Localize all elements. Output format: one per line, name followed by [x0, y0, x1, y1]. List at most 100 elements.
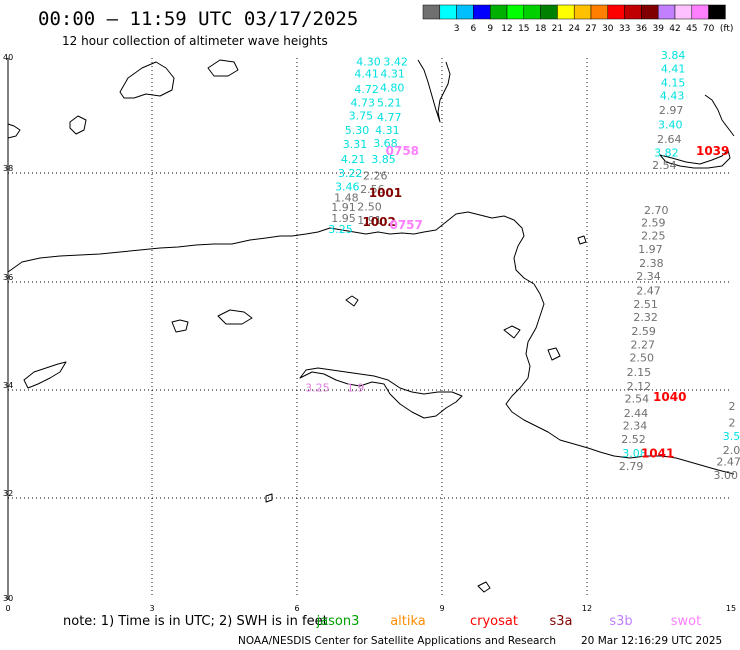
- wave-height-label: 4.31: [380, 67, 405, 80]
- pass-time-label: 1039: [696, 144, 729, 158]
- graticule: [8, 58, 732, 598]
- wave-height-label: 2.54: [625, 393, 650, 406]
- colorbar-legend: 3 6 9 12 15 18 21 24 27 30 33 36 39 42 45 70 (ft): [422, 4, 734, 34]
- satellite-legend-cryosat: cryosat: [470, 614, 518, 629]
- colorbar-tick-label: 12: [501, 24, 512, 34]
- wave-height-label: 1.95: [331, 212, 356, 225]
- colorbar-tick-label: 15: [518, 24, 529, 34]
- wave-height-label: 2.50: [629, 351, 654, 364]
- y-axis-tick-labels: 30 32 34 36 38 40: [3, 53, 13, 603]
- wave-height-label: 2.64: [657, 133, 682, 146]
- generated-timestamp: 20 Mar 12:16:29 UTC 2025: [581, 635, 722, 647]
- colorbar-tick-label: 21: [552, 24, 563, 34]
- wave-height-label: 2.70: [644, 204, 669, 217]
- colorbar-tick-label: 24: [568, 24, 580, 34]
- sardinia-coastline: [417, 59, 451, 123]
- satellite-legend-s3b: s3b: [609, 614, 632, 629]
- altimeter-track: 4.30 3.424.41 4.314.72 4.804.73 5.213.75 4.77…: [328, 56, 408, 236]
- colorbar-bin: [439, 4, 457, 20]
- ibiza-outline: [69, 115, 87, 135]
- colorbar-bin: [523, 4, 541, 20]
- wave-height-label: 1.9: [347, 382, 365, 395]
- wave-height-label: 3.00: [713, 469, 738, 482]
- wave-height-label: 2: [729, 416, 736, 429]
- wave-height-label: 4.21: [341, 153, 366, 166]
- wave-height-label: 2.97: [659, 104, 684, 117]
- wave-height-label: 3.75: [349, 110, 374, 123]
- wave-height-label: 3.85: [371, 153, 396, 166]
- wave-height-label: 4.77: [377, 111, 402, 124]
- colorbar-tick-label: 42: [669, 24, 680, 34]
- wave-height-label: 3.84: [661, 49, 686, 62]
- wave-height-label: 3.46: [335, 180, 360, 193]
- western-islets: [23, 361, 67, 389]
- small-island-8: [265, 493, 273, 503]
- north-africa-coastline: [7, 211, 735, 475]
- djerba-kerkennah-area: [299, 367, 463, 419]
- colorbar-bin: [540, 4, 558, 20]
- wave-height-label: 2.15: [627, 366, 652, 379]
- wave-height-label: 3.40: [658, 119, 683, 132]
- altimeter-tracks: 4.30 3.42 4.41 4.314.72 4.80 4.73 5.213.75 4.77…: [305, 49, 740, 482]
- colorbar-tick-label: 39: [652, 24, 664, 34]
- small-island-3: [345, 295, 359, 307]
- coastlines: [7, 59, 735, 593]
- x-axis-tick-labels: 0 3 6 9 12 15: [5, 604, 736, 613]
- x-tick-label: 12: [582, 604, 592, 613]
- pass-time-label: 1001: [369, 186, 402, 200]
- wave-height-label: 2.54: [652, 159, 677, 172]
- satellite-legend-swot: swot: [671, 614, 701, 629]
- colorbar-bin: [691, 4, 709, 20]
- wave-height-label: 1.48: [334, 192, 359, 205]
- wave-height-label: 2.47: [716, 456, 740, 469]
- wave-height-label: 3.31: [343, 138, 368, 151]
- wave-height-label: 4.73: [351, 97, 376, 110]
- map-subtitle: 12 hour collection of altimeter wave hei…: [62, 34, 328, 48]
- colorbar-bin: [456, 4, 474, 20]
- wave-height-label: 3.82: [654, 146, 679, 159]
- wave-height-label: 1.91: [357, 214, 382, 227]
- wave-height-label: 2.52: [621, 433, 646, 446]
- wave-height-label: 4.72: [354, 83, 379, 96]
- colorbar-bin: [657, 4, 676, 20]
- wave-height-label: 5.21: [377, 97, 402, 110]
- colorbar-bin: [422, 4, 441, 20]
- y-tick-label: 38: [3, 164, 13, 173]
- wave-height-label: 4.80: [380, 81, 405, 94]
- wave-height-label: 3.42: [383, 56, 408, 69]
- colorbar-tick-label: 27: [585, 24, 596, 34]
- colorbar-bin: [473, 4, 491, 20]
- colorbar-tick-label: 9: [487, 24, 493, 34]
- altimeter-track: 3.844.414.154.432.97 3.402.643.822.54: [652, 49, 685, 172]
- colorbar-tick-label: 33: [619, 24, 630, 34]
- x-tick-label: 6: [294, 604, 299, 613]
- small-island-6: [477, 581, 491, 593]
- colorbar-unit-label: (ft): [720, 24, 734, 34]
- pass-time-label: 1002: [362, 215, 395, 229]
- wave-height-label: 3.25: [328, 223, 353, 236]
- altimeter-track: 223.52.02.473.00: [713, 400, 740, 482]
- colorbar-bin: [506, 4, 525, 20]
- wave-height-label: 2.12: [627, 380, 652, 393]
- wave-height-label: 4.41: [661, 63, 686, 76]
- x-tick-label: 3: [149, 604, 154, 613]
- altimeter-track: 3.25 1.9: [305, 382, 364, 395]
- colorbar-tick-label: 70: [703, 24, 715, 34]
- colorbar-tick-label: 45: [686, 24, 697, 34]
- wave-height-label: 2.26: [363, 170, 388, 183]
- y-tick-label: 40: [3, 53, 13, 62]
- altimeter-track: 2.702.592.251.972.382.342.472.512.322.59…: [619, 204, 669, 473]
- wave-height-label: 2.32: [633, 311, 658, 324]
- colorbar-tick-label: 6: [471, 24, 477, 34]
- satellite-legend: jason3 altika cryosat s3a s3b swot: [316, 614, 702, 629]
- wave-height-label: 3.25: [305, 382, 330, 395]
- y-tick-label: 34: [3, 381, 13, 390]
- colorbar-bin: [708, 4, 726, 20]
- wave-height-label: 4.30: [356, 56, 381, 69]
- footer-note: note: 1) Time is in UTC; 2) SWH is in fe…: [63, 614, 328, 629]
- colorbar-bin: [590, 4, 609, 20]
- wave-height-label: 2.0: [723, 444, 740, 457]
- pass-time-label: 0758: [386, 144, 419, 158]
